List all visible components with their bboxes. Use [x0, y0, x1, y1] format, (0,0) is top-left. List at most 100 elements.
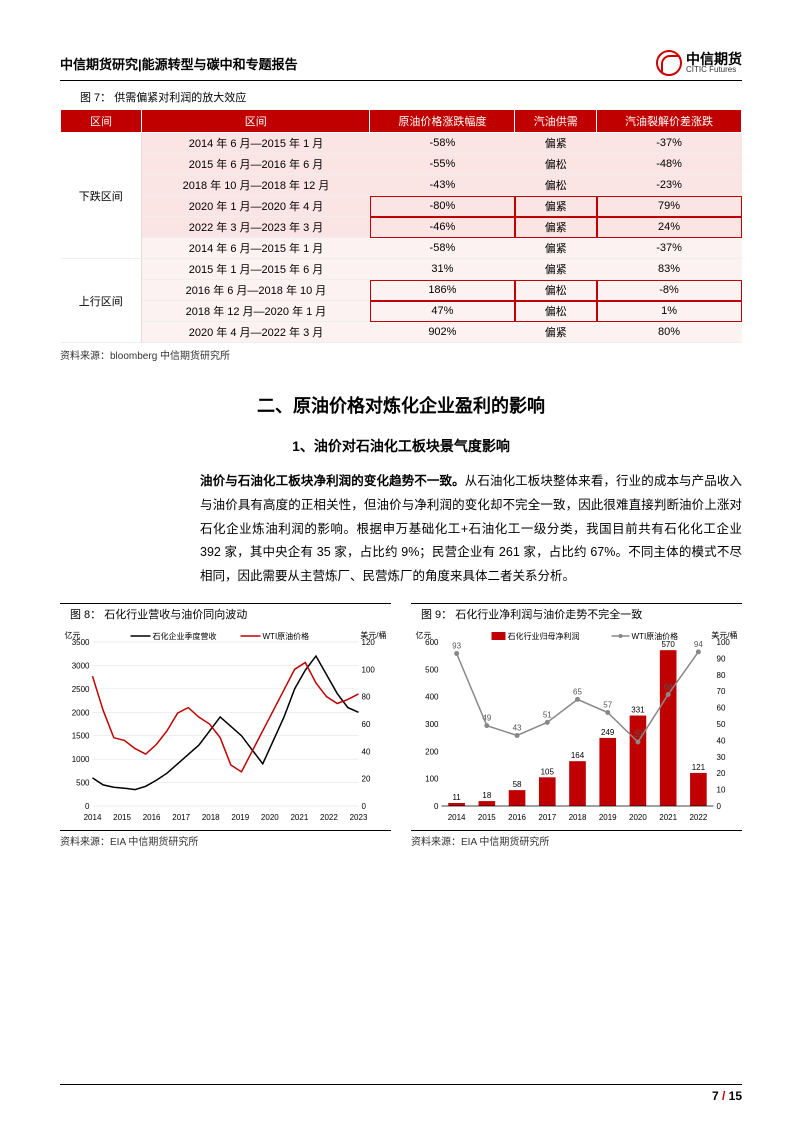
svg-text:164: 164 — [571, 751, 585, 760]
svg-text:2019: 2019 — [599, 813, 617, 822]
svg-text:1500: 1500 — [72, 731, 90, 740]
svg-text:2000: 2000 — [72, 708, 90, 717]
svg-text:2014: 2014 — [448, 813, 466, 822]
svg-text:121: 121 — [692, 763, 706, 772]
table-cell: -37% — [597, 238, 742, 259]
header-title: 中信期货研究|能源转型与碳中和专题报告 — [60, 54, 298, 73]
svg-text:40: 40 — [362, 747, 371, 756]
table-cell: 偏松 — [515, 280, 597, 301]
charts-row: 图 8： 石化行业营收与油价同向波动 050010001500200025003… — [60, 603, 742, 848]
row-category: 上行区间 — [61, 259, 142, 343]
table-cell: 2015 年 1 月—2015 年 6 月 — [142, 259, 370, 280]
logo: 中信期货 CITIC Futures — [656, 50, 742, 76]
table-row: 2020 年 4 月—2022 年 3 月902%偏紧80% — [61, 322, 742, 343]
table-header-row: 区间 区间 原油价格涨跌幅度 汽油供需 汽油裂解价差涨跌 — [61, 110, 742, 133]
table-cell: 2018 年 12 月—2020 年 1 月 — [142, 301, 370, 322]
svg-text:2022: 2022 — [320, 813, 338, 822]
table-cell: 偏紧 — [515, 196, 597, 217]
svg-text:20: 20 — [717, 769, 726, 778]
svg-text:60: 60 — [362, 720, 371, 729]
svg-text:石化企业季度营收: 石化企业季度营收 — [153, 631, 217, 641]
svg-text:2015: 2015 — [113, 813, 131, 822]
table-row: 2020 年 1 月—2020 年 4 月-80%偏紧79% — [61, 196, 742, 217]
table-cell: 902% — [370, 322, 515, 343]
svg-text:2017: 2017 — [538, 813, 556, 822]
table-cell: -23% — [597, 175, 742, 196]
svg-text:1000: 1000 — [72, 755, 90, 764]
svg-text:105: 105 — [541, 767, 555, 776]
svg-text:WTI原油价格: WTI原油价格 — [263, 631, 310, 641]
svg-text:2016: 2016 — [143, 813, 161, 822]
table-row: 2018 年 12 月—2020 年 1 月47%偏松1% — [61, 301, 742, 322]
svg-text:10: 10 — [717, 785, 726, 794]
svg-text:0: 0 — [434, 802, 439, 811]
svg-text:570: 570 — [661, 640, 675, 649]
svg-text:亿元: 亿元 — [65, 630, 81, 640]
page-num: 7 — [712, 1089, 719, 1103]
table-cell: 偏紧 — [515, 133, 597, 154]
svg-text:0: 0 — [717, 802, 722, 811]
svg-text:0: 0 — [85, 802, 90, 811]
svg-text:249: 249 — [601, 728, 615, 737]
table-cell: 偏紧 — [515, 259, 597, 280]
table-cell: 24% — [597, 217, 742, 238]
table-cell: -8% — [597, 280, 742, 301]
table-row: 2015 年 6 月—2016 年 6 月-55%偏松-48% — [61, 154, 742, 175]
svg-text:93: 93 — [452, 641, 461, 650]
svg-text:0: 0 — [362, 802, 367, 811]
svg-text:30: 30 — [717, 753, 726, 762]
table-cell: 偏松 — [515, 301, 597, 322]
svg-text:2023: 2023 — [350, 813, 368, 822]
table-cell: 79% — [597, 196, 742, 217]
svg-text:60: 60 — [717, 703, 726, 712]
logo-en: CITIC Futures — [686, 66, 742, 74]
svg-text:18: 18 — [482, 791, 491, 800]
fig8-col: 图 8： 石化行业营收与油价同向波动 0 500 1000 1500 2000 2500 3… — [60, 603, 391, 848]
svg-text:2015: 2015 — [478, 813, 496, 822]
fig9-svg: 0100200300400500600010203040506070809010… — [411, 626, 742, 826]
svg-text:57: 57 — [603, 700, 612, 709]
table-cell: -43% — [370, 175, 515, 196]
table-cell: 偏松 — [515, 175, 597, 196]
svg-text:94: 94 — [694, 640, 703, 649]
svg-text:40: 40 — [717, 736, 726, 745]
table-cell: 偏紧 — [515, 217, 597, 238]
svg-text:石化行业归母净利润: 石化行业归母净利润 — [508, 631, 580, 641]
table-cell: 偏松 — [515, 154, 597, 175]
table-cell: 80% — [597, 322, 742, 343]
svg-text:3000: 3000 — [72, 661, 90, 670]
fig8-source: 资料来源：EIA 中信期货研究所 — [60, 830, 391, 848]
fig8-svg: 0500100015002000250030003500020406080100… — [60, 626, 391, 826]
table-cell: 2018 年 10 月—2018 年 12 月 — [142, 175, 370, 196]
fig8-label: 图 8： 石化行业营收与油价同向波动 — [60, 603, 391, 622]
col-header: 区间 — [61, 110, 142, 133]
table-cell: 2014 年 6 月—2015 年 1 月 — [142, 133, 370, 154]
table-cell: 2020 年 1 月—2020 年 4 月 — [142, 196, 370, 217]
para-bold: 油价与石油化工板块净利润的变化趋势不一致。 — [200, 474, 465, 488]
svg-text:亿元: 亿元 — [416, 630, 432, 640]
svg-text:50: 50 — [717, 720, 726, 729]
svg-text:80: 80 — [362, 692, 371, 701]
logo-mark-icon — [656, 50, 682, 76]
svg-text:80: 80 — [717, 671, 726, 680]
svg-text:2021: 2021 — [659, 813, 677, 822]
fig8-chart: 0500100015002000250030003500020406080100… — [60, 626, 391, 826]
fig9-source: 资料来源：EIA 中信期货研究所 — [411, 830, 742, 848]
subsection-title: 1、油价对石油化工板块景气度影响 — [60, 436, 742, 456]
svg-text:2500: 2500 — [72, 685, 90, 694]
svg-text:400: 400 — [425, 692, 439, 701]
table-cell: -58% — [370, 238, 515, 259]
svg-text:51: 51 — [543, 710, 552, 719]
table-row: 2016 年 6 月—2018 年 10 月186%偏松-8% — [61, 280, 742, 301]
fig9-chart: 0100200300400500600010203040506070809010… — [411, 626, 742, 826]
svg-text:100: 100 — [425, 774, 439, 783]
table-cell: -58% — [370, 133, 515, 154]
table-cell: 1% — [597, 301, 742, 322]
table-cell: -48% — [597, 154, 742, 175]
table-cell: 2016 年 6 月—2018 年 10 月 — [142, 280, 370, 301]
svg-text:70: 70 — [717, 687, 726, 696]
svg-text:500: 500 — [76, 778, 90, 787]
svg-text:43: 43 — [513, 723, 522, 732]
svg-text:58: 58 — [513, 780, 522, 789]
table-cell: 2020 年 4 月—2022 年 3 月 — [142, 322, 370, 343]
